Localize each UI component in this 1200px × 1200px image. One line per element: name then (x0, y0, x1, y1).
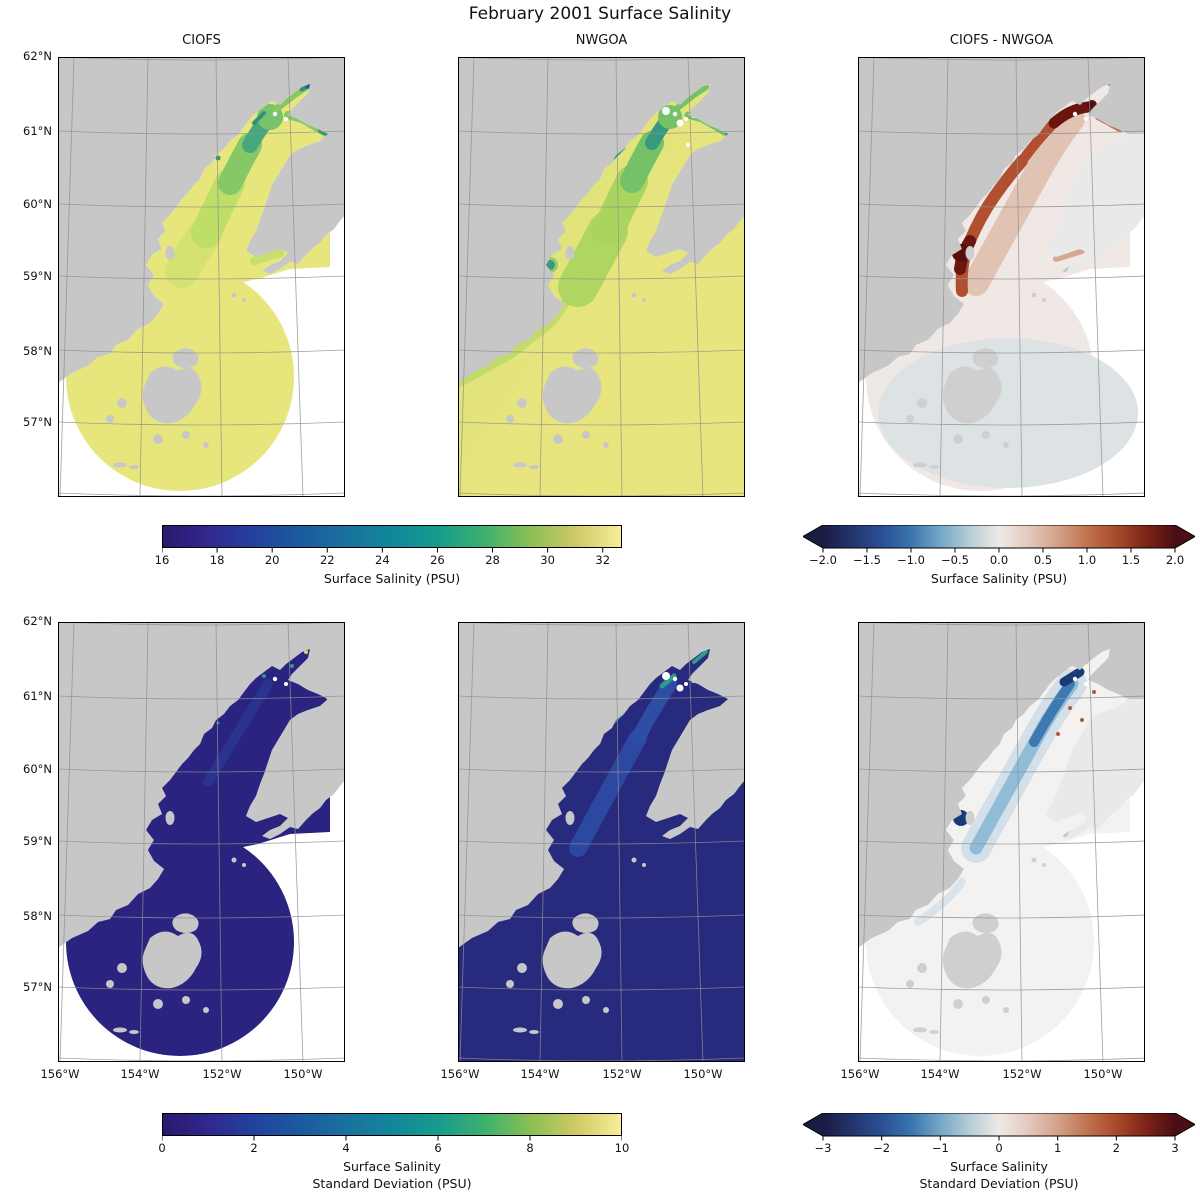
colorbar-tick-label: 2 (250, 1141, 258, 1155)
colorbar-tick-label: 18 (209, 553, 225, 567)
colorbar-label-salinity-mean: Surface Salinity (PSU) (323, 571, 461, 586)
lon-tick-label: 150°W (283, 1067, 323, 1081)
colorbar-tick-label: −1 (931, 1141, 949, 1155)
colorbar-tick-label: −1.5 (853, 553, 881, 567)
colorbar-std-diff (803, 1113, 1195, 1143)
lon-tick-label: 154°W (520, 1067, 560, 1081)
lon-tick-label: 156°W (440, 1067, 480, 1081)
lon-tick-label: 154°W (120, 1067, 160, 1081)
map-panel-nwgoa-mean (458, 57, 745, 497)
lat-tick-label: 61°N (23, 689, 52, 703)
lon-tick-label: 156°W (40, 1067, 80, 1081)
colorbar-std-mean (162, 1113, 622, 1143)
lat-tick-label: 61°N (23, 124, 52, 138)
colorbar-salinity-diff (803, 525, 1195, 555)
colorbar-tick-label: 8 (526, 1141, 534, 1155)
lon-tick-label: 152°W (202, 1067, 242, 1081)
colorbar-tick-label: −1.0 (897, 553, 925, 567)
colorbar-tick-label: 1.5 (1121, 553, 1141, 567)
colorbar-tick-label: 30 (540, 553, 555, 567)
figure-title: February 2001 Surface Salinity (468, 4, 732, 24)
column-title-nwgoa: NWGOA (575, 33, 628, 48)
colorbar-tick-label: 26 (430, 553, 445, 567)
colorbar-label-std-diff-line1: Surface Salinity (950, 1159, 1048, 1174)
colorbar-tick-label: 0 (995, 1141, 1003, 1155)
colorbar-tick-label: −2 (873, 1141, 891, 1155)
colorbar-tick-label: −3 (814, 1141, 832, 1155)
lat-tick-label: 62°N (23, 614, 52, 628)
colorbar-tick-label: −2.0 (809, 553, 837, 567)
colorbar-label-std-diff-line2: Standard Deviation (PSU) (919, 1176, 1079, 1191)
colorbar-tick-label: 6 (434, 1141, 442, 1155)
column-title-ciofs: CIOFS (182, 33, 221, 48)
lat-tick-label: 60°N (23, 197, 52, 211)
lat-tick-label: 60°N (23, 762, 52, 776)
lon-tick-label: 156°W (840, 1067, 880, 1081)
lon-tick-label: 150°W (1083, 1067, 1123, 1081)
colorbar-tick-label: 28 (485, 553, 500, 567)
map-panel-diff-mean (858, 57, 1145, 497)
colorbar-tick-label: 22 (319, 553, 335, 567)
colorbar-tick-label: 0 (158, 1141, 166, 1155)
colorbar-tick-label: 10 (614, 1141, 630, 1155)
map-panel-nwgoa-std (458, 622, 745, 1062)
lat-tick-label: 58°N (23, 344, 52, 358)
colorbar-label-salinity-diff: Surface Salinity (PSU) (930, 571, 1068, 586)
lon-tick-label: 150°W (683, 1067, 723, 1081)
lat-tick-label: 59°N (23, 834, 52, 848)
colorbar-tick-label: 2.0 (1165, 553, 1185, 567)
colorbar-tick-label: −0.5 (941, 553, 969, 567)
lat-tick-label: 62°N (23, 49, 52, 63)
colorbar-tick-label: 4 (342, 1141, 350, 1155)
colorbar-tick-label: 1 (1053, 1141, 1062, 1155)
lon-tick-label: 152°W (602, 1067, 642, 1081)
colorbar-salinity-mean (162, 525, 622, 555)
colorbar-tick-label: 16 (154, 553, 170, 567)
map-panel-diff-std (858, 622, 1145, 1062)
colorbar-label-std-mean-line2: Standard Deviation (PSU) (312, 1176, 472, 1191)
colorbar-tick-label: 32 (595, 553, 611, 567)
map-panel-ciofs-std (58, 622, 345, 1062)
lat-tick-label: 57°N (23, 415, 52, 429)
colorbar-tick-label: 0.5 (1033, 553, 1053, 567)
colorbar-tick-label: 24 (375, 553, 390, 567)
colorbar-tick-label: 1.0 (1077, 553, 1097, 567)
map-panel-ciofs-mean (58, 57, 345, 497)
colorbar-tick-label: 20 (264, 553, 280, 567)
lat-tick-label: 59°N (23, 269, 52, 283)
colorbar-tick-label: 2 (1112, 1141, 1120, 1155)
column-title-difference: CIOFS - NWGOA (949, 33, 1054, 48)
lat-tick-label: 57°N (23, 980, 52, 994)
lon-tick-label: 154°W (920, 1067, 960, 1081)
colorbar-tick-label: 3 (1171, 1141, 1179, 1155)
colorbar-label-std-mean-line1: Surface Salinity (343, 1159, 441, 1174)
lat-tick-label: 58°N (23, 909, 52, 923)
colorbar-tick-label: 0.0 (989, 553, 1009, 567)
lon-tick-label: 152°W (1002, 1067, 1042, 1081)
